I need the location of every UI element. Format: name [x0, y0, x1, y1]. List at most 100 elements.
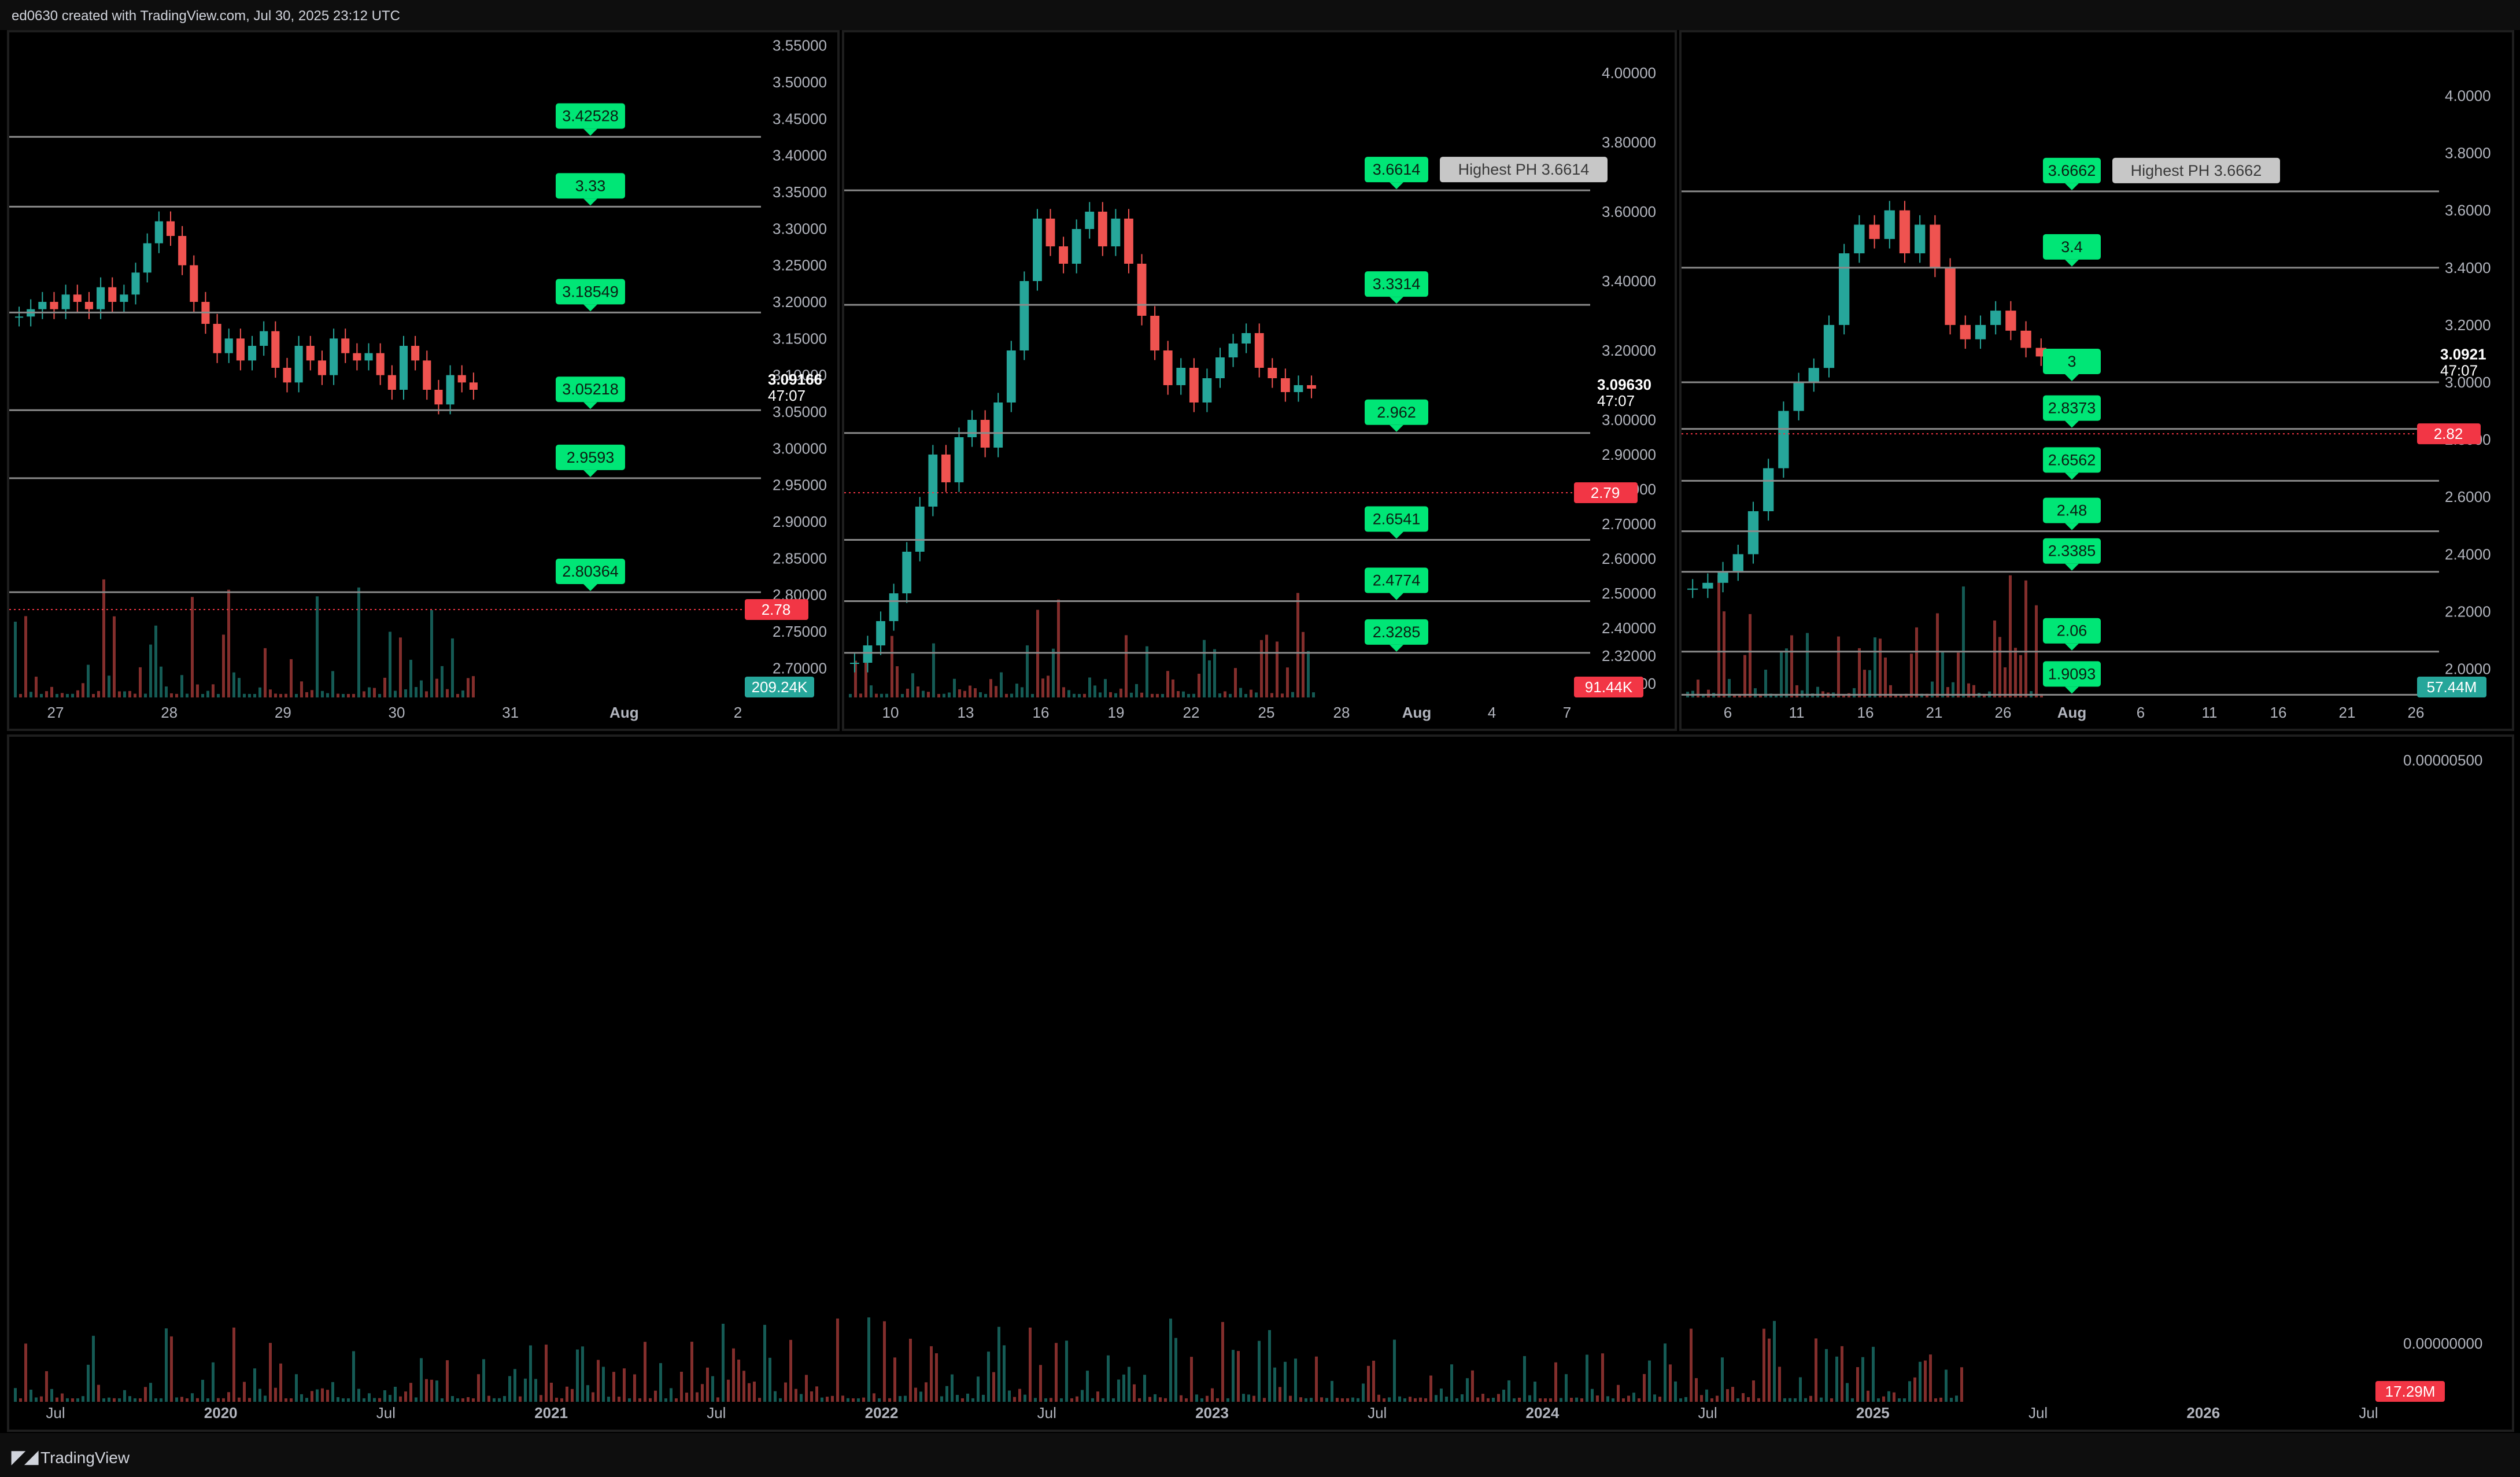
- candle-body: [2020, 330, 2031, 348]
- volume-bar: [180, 675, 183, 697]
- volume-bar: [222, 634, 225, 697]
- level-tag-label: 3.05218: [562, 381, 619, 398]
- candle-body: [1006, 350, 1016, 403]
- x-tick-label: 4: [1488, 704, 1496, 721]
- candle-body: [15, 316, 24, 318]
- volume-bar: [357, 587, 360, 697]
- volume-bar: [1868, 670, 1871, 697]
- volume-bar: [935, 1353, 938, 1402]
- volume-bar: [1429, 1375, 1432, 1402]
- volume-bar: [795, 1389, 797, 1402]
- volume-bar: [1919, 1361, 1922, 1402]
- volume-bar: [1778, 1367, 1781, 1402]
- volume-bar: [742, 1371, 745, 1402]
- volume-bar: [284, 693, 287, 697]
- level-tag-label: 3.33: [575, 177, 606, 194]
- volume-bar: [1050, 1398, 1052, 1402]
- volume-bar: [1502, 1390, 1505, 1402]
- candle-body: [1687, 588, 1698, 590]
- volume-bar: [415, 1397, 417, 1402]
- volume-bar: [1768, 1338, 1771, 1402]
- candle-body: [1228, 344, 1238, 357]
- volume-bar: [987, 1352, 990, 1402]
- y-tick-label: 3.20000: [1602, 342, 1656, 359]
- volume-bar: [1234, 668, 1237, 697]
- candle-body: [178, 236, 187, 265]
- volume-bar: [1336, 1398, 1339, 1402]
- volume-bar: [451, 1396, 454, 1402]
- volume-bar: [917, 686, 919, 697]
- volume-bar: [862, 1397, 865, 1402]
- x-tick-label: 28: [1333, 704, 1350, 721]
- y-tick-label: 3.8000: [2445, 145, 2491, 162]
- volume-bar: [1372, 1360, 1375, 1402]
- volume-bar: [1539, 1398, 1542, 1402]
- volume-bar: [1507, 1380, 1510, 1402]
- level-tag-pointer: [1390, 424, 1403, 432]
- candle-body: [1137, 264, 1147, 316]
- chart-pane-4[interactable]: 0.00000500 0.00000000 Jul 2020 Jul 2021 Jul 202…: [7, 734, 2514, 1432]
- volume-bar: [337, 1397, 339, 1402]
- volume-bar: [1169, 1319, 1172, 1402]
- volume-bar: [149, 644, 152, 697]
- countdown-label: 47:07: [1597, 392, 1635, 409]
- countdown-label: 47:07: [2440, 361, 2478, 379]
- volume-bar: [175, 1397, 178, 1402]
- volume-bar: [232, 672, 235, 697]
- x-tick-label: 2021: [534, 1404, 568, 1421]
- chart-pane-2[interactable]: 4.00000 3.80000 3.60000 3.40000 3.20000 3.000…: [842, 30, 1677, 731]
- x-tick-label: 10: [882, 704, 899, 721]
- level-tag-label: 2.4774: [1373, 572, 1421, 589]
- volume-bar: [1658, 1397, 1661, 1402]
- volume-bar: [932, 643, 935, 697]
- volume-bar: [1884, 657, 1887, 697]
- volume-bar: [409, 659, 412, 697]
- volume-bar: [1983, 693, 1986, 697]
- candle-body: [97, 287, 105, 309]
- volume-bar: [1743, 655, 1746, 697]
- red-price-box: [2417, 423, 2481, 445]
- chart-pane-3[interactable]: 4.00003.80003.60003.40003.20003.00002.80…: [1679, 30, 2514, 731]
- volume-bar: [1099, 692, 1102, 697]
- volume-bar: [1041, 678, 1044, 697]
- volume-bar: [1388, 1397, 1391, 1402]
- volume-bar: [529, 1345, 532, 1402]
- volume-bar: [1424, 1398, 1427, 1402]
- x-tick-label: 16: [1033, 704, 1050, 721]
- volume-bar: [1341, 1398, 1344, 1402]
- volume-bar: [763, 1324, 766, 1402]
- volume-bar: [274, 693, 277, 697]
- volume-bar: [784, 1382, 787, 1402]
- volume-bar: [1102, 1398, 1104, 1402]
- volume-bar: [1125, 635, 1128, 697]
- volume-bar: [394, 691, 397, 697]
- candle-body: [423, 360, 431, 390]
- volume-bar: [92, 693, 95, 697]
- volume-bar: [2004, 667, 2007, 697]
- volume-bar: [451, 638, 454, 697]
- volume-bar: [963, 691, 966, 697]
- x-tick-label: Jul: [2359, 1404, 2378, 1421]
- candle-body: [376, 353, 385, 375]
- volume-bar: [66, 1398, 69, 1402]
- volume-bar: [87, 1364, 90, 1402]
- volume-bar: [1544, 1398, 1547, 1402]
- volume-box: [745, 677, 814, 697]
- volume-bar: [1273, 1367, 1276, 1402]
- candle-body: [876, 621, 885, 645]
- level-tag: [2043, 538, 2101, 564]
- level-tag: [2043, 618, 2101, 644]
- level-tag-pointer: [1390, 644, 1403, 652]
- volume-bar: [331, 1382, 334, 1402]
- candle-body: [1778, 411, 1789, 468]
- candle-body: [1930, 224, 1941, 268]
- level-tag-pointer: [583, 304, 597, 312]
- y-tick-label: 3.10000: [773, 367, 827, 384]
- volume-bar: [1268, 1330, 1271, 1402]
- volume-bar: [1213, 649, 1216, 697]
- volume-bar: [82, 683, 84, 697]
- chart-pane-1[interactable]: 3.55000 3.50000 3.45000 3.40000 3.35000 3.300…: [7, 30, 840, 731]
- volume-bar: [951, 1374, 954, 1402]
- candle-body: [131, 272, 140, 295]
- volume-bar: [1738, 693, 1741, 697]
